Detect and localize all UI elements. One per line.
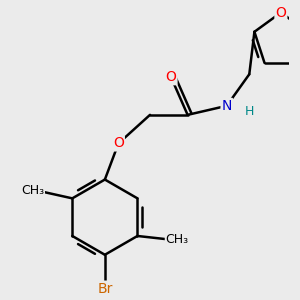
Text: CH₃: CH₃ [21, 184, 44, 197]
Text: O: O [113, 136, 124, 150]
Text: Br: Br [97, 282, 112, 296]
Text: CH₃: CH₃ [166, 233, 189, 246]
Text: H: H [244, 105, 254, 119]
Text: O: O [275, 6, 286, 20]
Text: O: O [166, 70, 176, 84]
Text: N: N [221, 99, 232, 113]
